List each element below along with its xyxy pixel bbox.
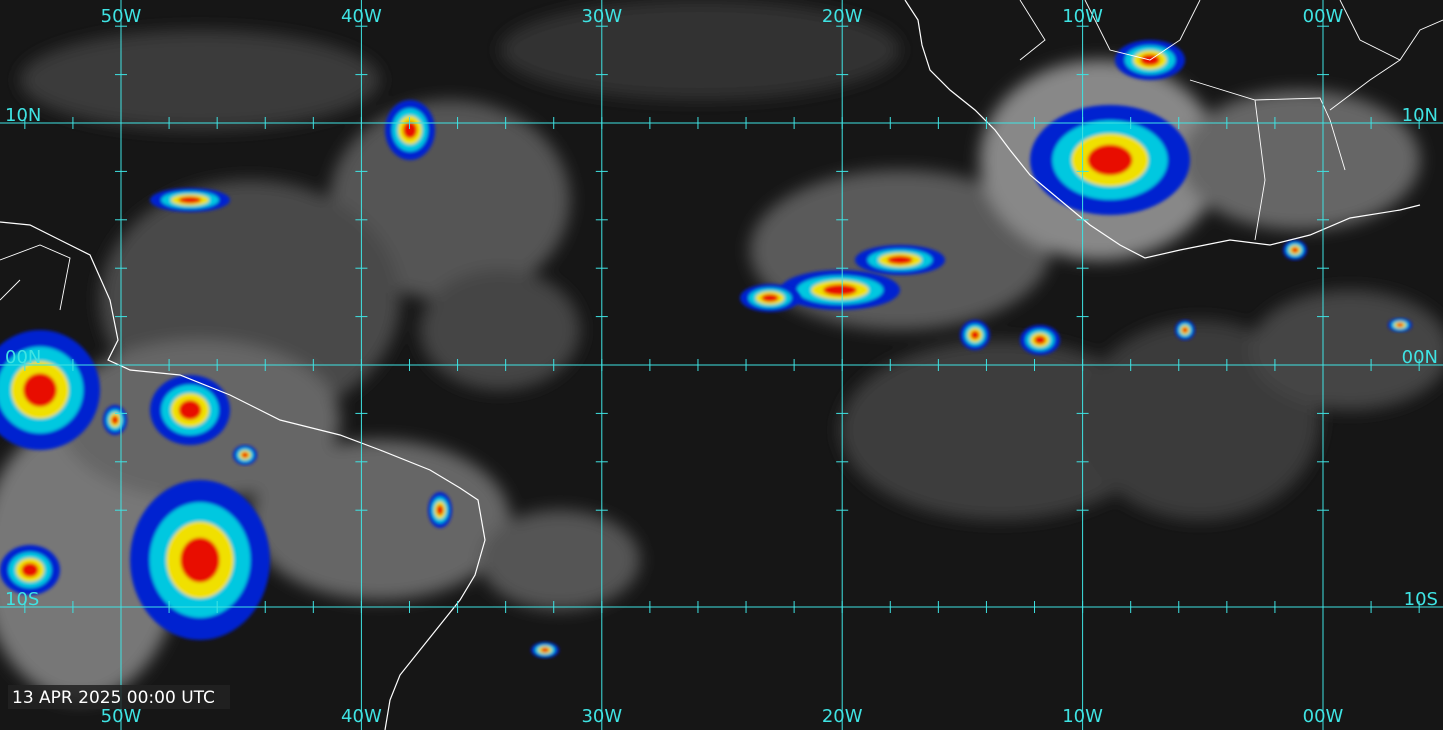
timestamp-box — [8, 685, 230, 709]
longitude-label: 30W — [581, 6, 622, 27]
convective-cell — [1388, 318, 1412, 332]
longitude-label: 40W — [341, 6, 382, 27]
cell-band — [403, 121, 417, 139]
convective-cell — [1283, 240, 1307, 260]
cell-band — [1034, 335, 1046, 345]
convective-cell — [103, 405, 127, 435]
convective-cell — [1030, 105, 1190, 215]
convective-cell — [150, 375, 230, 445]
timestamp: 13 APR 2025 00:00 UTC — [12, 688, 215, 708]
convective-cell — [1175, 320, 1195, 340]
cell-band — [823, 284, 857, 296]
cloud — [250, 440, 510, 600]
longitude-label: 50W — [101, 6, 142, 27]
cloud — [330, 100, 570, 300]
latitude-label: 10N — [5, 105, 41, 126]
cell-band — [178, 196, 202, 204]
latitude-label: 00N — [5, 347, 41, 368]
cell-band — [180, 537, 220, 583]
convective-cell — [385, 100, 435, 160]
cloud — [20, 30, 380, 130]
cloud — [420, 270, 580, 390]
cell-band — [1087, 144, 1133, 176]
latitude-label: 10N — [1402, 105, 1438, 126]
south-america-coast — [0, 221, 486, 730]
longitude-label: 00W — [1303, 6, 1344, 27]
cell-band — [436, 504, 444, 516]
cell-band — [21, 563, 39, 577]
longitude-label: 40W — [341, 706, 382, 727]
cloud — [840, 340, 1160, 520]
convective-cell — [531, 642, 559, 658]
longitude-label: 20W — [822, 706, 863, 727]
cell-band — [1291, 247, 1299, 253]
longitude-label: 30W — [581, 706, 622, 727]
borders — [1019, 0, 1443, 241]
longitude-label: 20W — [822, 6, 863, 27]
convective-cell — [1020, 325, 1060, 355]
cell-band — [970, 330, 980, 340]
latitude-label: 00N — [1402, 347, 1438, 368]
cell-band — [761, 294, 779, 302]
convective-cell — [428, 492, 452, 528]
latitude-label: 10S — [5, 589, 39, 610]
convective-cell — [855, 245, 945, 275]
cell-band — [178, 400, 202, 420]
cell-band — [23, 373, 57, 407]
graticule-labels: 50W 50W 40W 40W 30W 30W 20W 20W 10W 10W 00W 00W 10N 1… — [5, 6, 1438, 727]
convective-cell — [130, 480, 270, 640]
longitude-label: 00W — [1303, 706, 1344, 727]
convective-cell — [150, 188, 230, 212]
cloud — [480, 510, 640, 610]
convective-cell — [233, 445, 257, 465]
borders-sa — [0, 244, 71, 311]
cell-band — [1396, 323, 1404, 327]
longitude-label: 50W — [101, 706, 142, 727]
convective-cell — [0, 545, 60, 595]
convective-cell — [960, 320, 990, 350]
cell-band — [541, 647, 549, 653]
convective-cell — [740, 284, 800, 312]
convective-cell — [780, 270, 900, 310]
cell-band — [111, 415, 119, 425]
cell-band — [887, 255, 913, 265]
cloud — [1180, 90, 1420, 230]
cell-band — [1182, 327, 1188, 333]
convection-layer — [0, 40, 1412, 658]
africa-coast — [904, 0, 1421, 259]
latitude-label: 10S — [1404, 589, 1438, 610]
longitude-label: 10W — [1062, 6, 1103, 27]
cell-band — [241, 452, 249, 458]
longitude-label: 10W — [1062, 706, 1103, 727]
